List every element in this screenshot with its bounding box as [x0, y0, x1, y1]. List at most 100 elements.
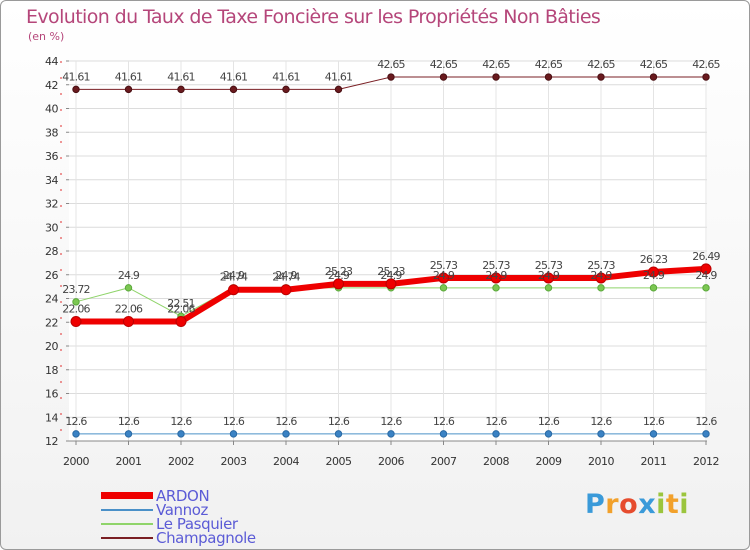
proxiti-logo: Proxiti	[585, 489, 689, 520]
data-point-le-pasquier	[124, 284, 133, 292]
data-label-vannoz: 12.6	[485, 415, 507, 428]
data-point-le-pasquier	[597, 284, 605, 292]
legend-item-champagnole: Champagnole	[101, 528, 256, 547]
data-label-champagnole: 41.61	[115, 70, 143, 83]
chart-title: Evolution du Taux de Taxe Foncière sur l…	[26, 6, 601, 28]
legend-label-vannoz: Vannoz	[156, 500, 208, 519]
y-tick-label: 34	[45, 174, 58, 187]
data-point-champagnole	[177, 85, 185, 94]
data-label-le-pasquier: 24.9	[328, 269, 350, 282]
series-ardon	[70, 263, 712, 328]
data-label-ardon: 22.06	[115, 303, 143, 316]
data-label-champagnole: 42.65	[430, 58, 458, 71]
data-point-vannoz	[492, 430, 500, 438]
data-label-champagnole: 42.65	[377, 58, 405, 71]
x-tick-label: 2000	[63, 455, 89, 468]
logo-letter: P	[585, 489, 606, 520]
x-tick-label: 2002	[168, 455, 194, 468]
data-label-le-pasquier: 24.9	[643, 269, 665, 282]
data-label-vannoz: 12.6	[275, 415, 297, 428]
legend-label-champagnole: Champagnole	[156, 528, 256, 547]
x-tick-label: 2003	[221, 455, 247, 468]
data-label-vannoz: 12.6	[65, 415, 87, 428]
data-label-le-pasquier: 24.9	[433, 269, 455, 282]
y-tick-label: 36	[45, 150, 58, 163]
y-tick-label: 42	[45, 79, 58, 92]
data-point-ardon	[490, 272, 502, 284]
data-label-champagnole: 42.65	[692, 58, 720, 71]
data-point-vannoz	[177, 430, 185, 438]
data-point-champagnole	[72, 85, 80, 94]
data-label-le-pasquier: 24.9	[380, 269, 402, 282]
legend-item-vannoz: Vannoz	[101, 500, 208, 519]
y-tick-label: 18	[45, 364, 58, 377]
data-label-champagnole: 42.65	[535, 58, 563, 71]
data-point-le-pasquier	[649, 284, 658, 292]
data-label-champagnole: 41.61	[62, 70, 90, 83]
data-point-vannoz	[387, 430, 395, 438]
data-label-vannoz: 12.6	[328, 415, 350, 428]
data-point-champagnole	[492, 73, 500, 81]
data-point-ardon	[228, 284, 239, 296]
y-tick-label: 14	[45, 411, 58, 424]
data-point-le-pasquier	[702, 284, 710, 292]
legend-swatch-champagnole	[101, 536, 153, 539]
y-tick-label: 16	[45, 388, 58, 401]
data-point-ardon	[280, 284, 292, 296]
data-point-champagnole	[439, 73, 448, 81]
y-tick-label: 24	[45, 293, 58, 306]
logo-letter: i	[679, 489, 690, 520]
data-point-vannoz	[702, 430, 710, 438]
data-label-champagnole: 41.61	[272, 70, 300, 83]
data-point-champagnole	[282, 85, 290, 94]
data-point-ardon	[70, 316, 82, 328]
x-tick-label: 2012	[693, 455, 719, 468]
legend-label-le-pasquier: Le Pasquier	[156, 514, 238, 533]
series-vannoz	[72, 430, 710, 438]
data-label-ardon: 26.49	[692, 250, 720, 263]
series-champagnole	[72, 73, 710, 94]
data-point-ardon	[595, 272, 607, 284]
y-tick-label: 44	[45, 55, 58, 68]
data-label-le-pasquier: 24.9	[590, 269, 612, 282]
data-label-le-pasquier: 24.9	[118, 269, 140, 282]
logo-letter: t	[665, 489, 680, 520]
data-point-vannoz	[439, 430, 448, 438]
x-tick-label: 2001	[116, 455, 142, 468]
data-label-ardon: 25.73	[535, 259, 563, 272]
data-label-ardon: 22.06	[62, 303, 90, 316]
x-tick-label: 2011	[641, 455, 667, 468]
data-point-champagnole	[597, 73, 605, 81]
y-tick-label: 30	[45, 221, 58, 234]
data-label-champagnole: 41.61	[325, 70, 353, 83]
x-tick-label: 2007	[431, 455, 457, 468]
data-label-vannoz: 12.6	[118, 415, 140, 428]
data-point-ardon	[333, 278, 344, 290]
legend-item-le-pasquier: Le Pasquier	[101, 514, 238, 533]
data-point-ardon	[385, 278, 397, 290]
data-point-le-pasquier	[439, 284, 448, 292]
data-label-le-pasquier: 22.51	[167, 297, 195, 310]
data-point-le-pasquier	[492, 284, 500, 292]
data-label-champagnole: 42.65	[640, 58, 668, 71]
data-label-le-pasquier: 24.9	[695, 269, 717, 282]
data-label-ardon: 26.23	[640, 253, 668, 266]
data-point-champagnole	[334, 85, 343, 94]
data-point-vannoz	[649, 430, 658, 438]
data-point-vannoz	[597, 430, 605, 438]
data-label-ardon: 22.06	[167, 303, 195, 316]
data-point-champagnole	[544, 73, 553, 81]
logo-letter: r	[605, 489, 620, 520]
legend-item-ardon: ARDON	[101, 487, 210, 505]
data-point-le-pasquier	[544, 284, 553, 292]
y-tick-label: 28	[45, 245, 58, 258]
data-label-vannoz: 12.6	[695, 415, 717, 428]
data-label-le-pasquier: 24.9	[223, 269, 245, 282]
x-tick-label: 2009	[536, 455, 562, 468]
data-label-champagnole: 41.61	[220, 70, 248, 83]
data-point-ardon	[175, 316, 187, 328]
y-tick-label: 40	[45, 103, 58, 116]
data-label-ardon: 25.73	[430, 259, 458, 272]
data-label-champagnole: 41.61	[167, 70, 195, 83]
data-label-vannoz: 12.6	[643, 415, 665, 428]
